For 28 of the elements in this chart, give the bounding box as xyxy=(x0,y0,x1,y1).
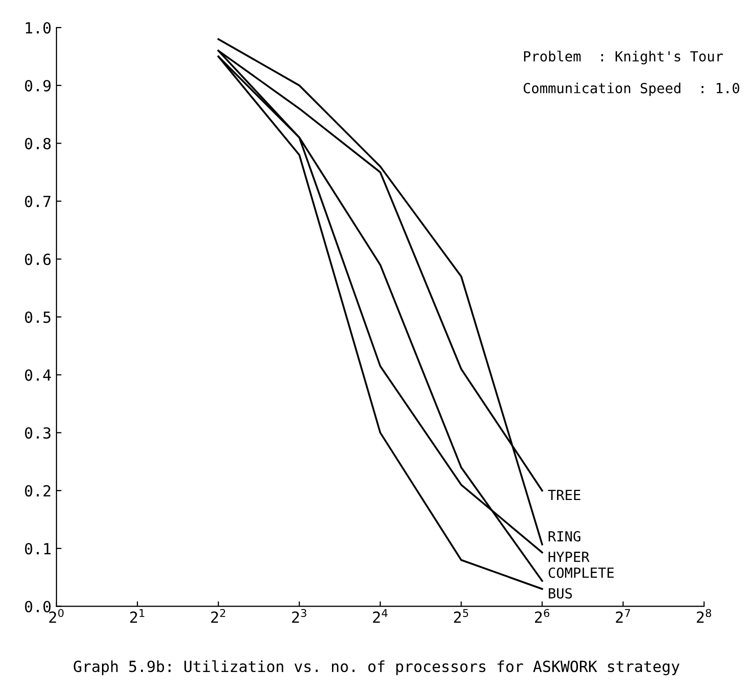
y-tick-label: 0.6 xyxy=(25,254,51,266)
y-tick-label: 0.4 xyxy=(25,369,51,381)
x-tick-label: 2$^{3}$ xyxy=(292,608,306,623)
y-tick-label: 0.0 xyxy=(25,600,51,612)
y-tick-label: 0.1 xyxy=(25,542,51,555)
series-label: TREE xyxy=(548,490,580,500)
series-label: HYPER xyxy=(548,552,590,562)
y-tick-label: 1.0 xyxy=(26,22,51,34)
caption: Graph 5.9b: Utilization vs. no. of processors for ASKWORK strategy xyxy=(74,660,680,676)
x-tick-label: 2$^{2}$ xyxy=(211,608,226,623)
y-tick-label: 0.2 xyxy=(25,485,50,497)
y-tick-label: 0.9 xyxy=(25,80,51,92)
series-label: RING xyxy=(548,531,580,542)
series-label: BUS xyxy=(548,588,572,599)
annotation: Problem : Knight's Tour xyxy=(524,50,723,64)
x-tick-label: 2$^{6}$ xyxy=(534,608,550,623)
y-tick-label: 0.7 xyxy=(25,196,50,208)
x-tick-label: 2$^{5}$ xyxy=(454,609,468,623)
series-label: COMPLETE xyxy=(548,567,614,578)
y-tick-label: 0.5 xyxy=(25,311,50,323)
x-tick-label: 2$^{4}$ xyxy=(373,609,388,623)
x-tick-label: 2$^{8}$ xyxy=(696,608,712,623)
annotation: Communication Speed : 1.0 xyxy=(524,82,740,96)
x-tick-label: 2$^{7}$ xyxy=(616,609,630,623)
y-tick-label: 0.8 xyxy=(25,138,51,150)
x-tick-label: 2$^{0}$ xyxy=(49,608,64,623)
x-tick-label: 2$^{1}$ xyxy=(130,609,144,623)
y-tick-label: 0.3 xyxy=(25,427,50,439)
